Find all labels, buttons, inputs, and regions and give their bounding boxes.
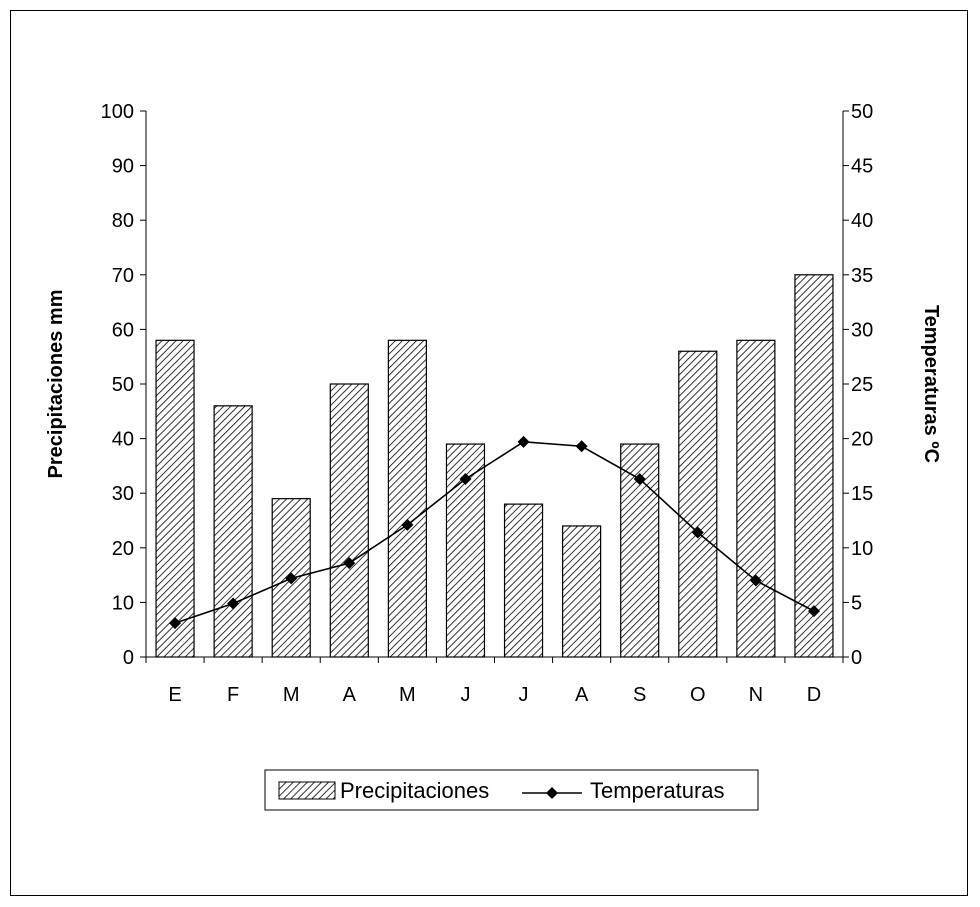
temperature-point-12 — [807, 605, 820, 618]
legend-label-precipitaciones: Precipitaciones — [340, 778, 489, 803]
y-tick-label: 100 — [101, 101, 134, 123]
x-tick-label: J — [519, 684, 529, 706]
bar-10 — [678, 350, 718, 658]
bar-2 — [213, 405, 253, 658]
y2-tick-label: 20 — [851, 429, 873, 451]
temperature-line-path — [174, 441, 815, 624]
legend-swatch-precipitaciones — [278, 781, 336, 800]
bar-7 — [503, 503, 544, 658]
temperature-point-7 — [517, 435, 530, 448]
y2-axis-title: Temperaturas ºC — [920, 305, 942, 463]
legend-label-temperaturas: Temperaturas — [590, 778, 725, 803]
temperature-point-3 — [285, 572, 298, 585]
y2-tick-label: 40 — [851, 210, 873, 232]
y-tick-label: 60 — [112, 319, 134, 341]
y2-tick-label: 25 — [851, 374, 873, 396]
y-tick-label: 40 — [112, 429, 134, 451]
legend-box — [264, 769, 759, 811]
temperature-point-11 — [749, 574, 762, 587]
y2-tick-label: 15 — [851, 483, 873, 505]
temperature-point-6 — [459, 473, 472, 486]
y-tick-label: 0 — [123, 647, 134, 669]
y-tick-label: 10 — [112, 592, 134, 614]
legend-swatch-temperaturas-marker — [546, 787, 558, 799]
y-tick-label: 70 — [112, 265, 134, 287]
x-tick-label: M — [399, 684, 416, 706]
y2-tick-label: 50 — [851, 101, 873, 123]
temperature-point-1 — [169, 617, 182, 630]
y-tick-label: 90 — [112, 156, 134, 178]
y2-tick-label: 35 — [851, 265, 873, 287]
x-tick-label: S — [633, 684, 646, 706]
temperature-point-4 — [343, 557, 356, 570]
y2-tick-label: 0 — [851, 647, 862, 669]
bar-11 — [736, 339, 776, 658]
y-tick-label: 30 — [112, 483, 134, 505]
x-tick-label: E — [168, 684, 181, 706]
x-tick-label: J — [460, 684, 470, 706]
y2-tick-label: 45 — [851, 156, 873, 178]
y-axis-title: Precipitaciones mm — [45, 290, 67, 479]
x-tick-label: D — [807, 684, 821, 706]
x-tick-label: A — [575, 684, 589, 706]
legend: Precipitaciones Temperaturas — [264, 769, 759, 811]
y-tick-label: 50 — [112, 374, 134, 396]
y2-tick-label: 10 — [851, 538, 873, 560]
bar-4 — [329, 383, 369, 658]
temperature-line — [169, 435, 820, 630]
temperature-point-5 — [401, 518, 414, 531]
bar-12 — [794, 274, 834, 658]
x-tick-label: F — [227, 684, 239, 706]
bar-1 — [155, 339, 195, 658]
y-tick-label: 80 — [112, 210, 134, 232]
bar-8 — [562, 525, 602, 658]
bar-9 — [620, 443, 660, 658]
temperature-point-8 — [575, 440, 588, 453]
temperature-point-2 — [227, 597, 240, 610]
x-tick-label: O — [690, 684, 706, 706]
y-tick-label: 20 — [112, 538, 134, 560]
temperature-point-9 — [633, 473, 646, 486]
y2-tick-label: 5 — [851, 592, 862, 614]
y2-tick-label: 30 — [851, 319, 873, 341]
x-tick-label: A — [343, 684, 357, 706]
bar-5 — [387, 339, 427, 658]
precipitation-bars — [155, 274, 834, 658]
x-tick-label: N — [749, 684, 763, 706]
x-tick-label: M — [283, 684, 300, 706]
axes: 0 10 20 30 40 50 60 70 80 90 100 0 5 10 15 20 25 30 35 40 45… — [101, 101, 874, 706]
temperature-point-10 — [691, 526, 704, 539]
